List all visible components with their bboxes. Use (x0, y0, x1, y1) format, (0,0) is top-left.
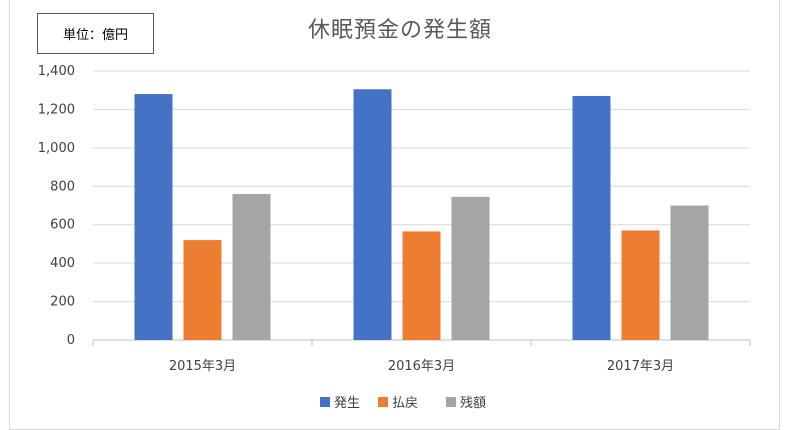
y-tick-label: 800 (50, 179, 75, 194)
x-category-label: 2016年3月 (388, 359, 455, 374)
legend-label: 残額 (460, 396, 486, 411)
x-category-label: 2015年3月 (169, 359, 236, 374)
y-tick-label: 1,400 (38, 64, 75, 79)
unit-label: 単位：億円 (62, 28, 128, 43)
y-tick-label: 1,200 (38, 102, 75, 117)
unit-label-box: 単位：億円 (37, 13, 154, 54)
legend-label: 払戻 (392, 396, 418, 411)
legend-swatch (320, 397, 330, 407)
legend-swatch (446, 397, 456, 407)
chart-title: 休眠預金の発生額 (307, 18, 492, 43)
y-tick-label: 0 (67, 333, 75, 348)
legend-label: 発生 (334, 396, 360, 411)
bar-chart: 0 200 400 600 800 1,000 1,200 1,400 2015年3月 2016… (38, 64, 751, 411)
bar (621, 230, 660, 340)
y-axis-ticks: 0 200 400 600 800 1,000 1,200 1,400 (38, 64, 75, 348)
bar (134, 94, 173, 340)
bar (183, 240, 222, 340)
bar (451, 196, 490, 340)
y-tick-label: 1,000 (38, 141, 75, 156)
y-tick-label: 200 (50, 295, 75, 310)
bar (232, 193, 271, 340)
x-category-label: 2017年3月 (607, 359, 674, 374)
bar (572, 95, 611, 340)
x-axis: 2015年3月 2016年3月 2017年3月 (92, 340, 751, 374)
bars (134, 89, 709, 340)
bar (670, 205, 709, 340)
y-tick-label: 400 (50, 256, 75, 271)
legend-swatch (378, 397, 388, 407)
legend: 発生 払戻 残額 (320, 396, 486, 411)
y-tick-label: 600 (50, 218, 75, 233)
bar (353, 89, 392, 340)
bar (402, 231, 441, 340)
